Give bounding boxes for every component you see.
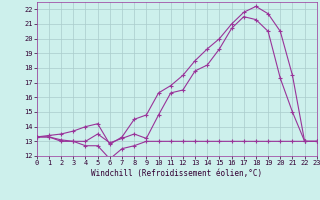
- X-axis label: Windchill (Refroidissement éolien,°C): Windchill (Refroidissement éolien,°C): [91, 169, 262, 178]
